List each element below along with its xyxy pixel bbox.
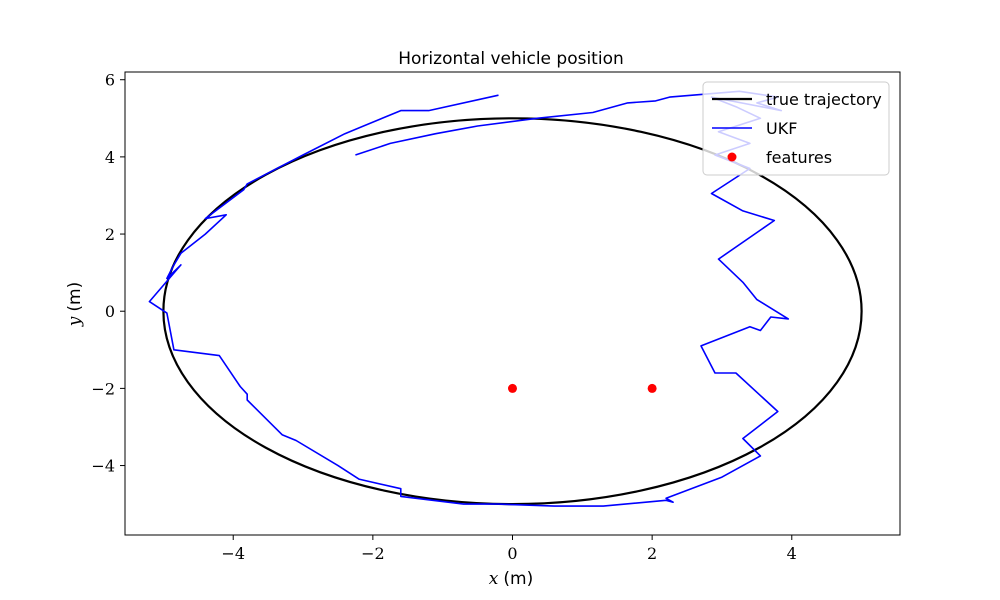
feature-point — [508, 383, 517, 393]
legend: true trajectory UKF features — [702, 81, 890, 176]
chart-title: Horizontal vehicle position — [398, 49, 624, 69]
x-tick-label: 2 — [647, 544, 657, 563]
y-axis-unit: (m) — [65, 282, 85, 312]
y-tick-label: −4 — [91, 457, 115, 476]
legend-box — [702, 81, 890, 176]
y-tick-label: −2 — [91, 379, 115, 398]
x-axis-unit: (m) — [503, 569, 533, 589]
x-tick-label: 0 — [507, 544, 517, 563]
x-axis: −4 −2 0 2 4 — [221, 535, 797, 563]
y-tick-label: 6 — [105, 71, 115, 90]
x-axis-label: x (m) — [489, 569, 533, 589]
legend-features-swatch — [727, 152, 737, 162]
ukf-line — [148, 90, 790, 507]
y-axis-label: y (m) — [65, 282, 85, 327]
x-tick-label: −4 — [221, 544, 245, 563]
true-trajectory-line — [162, 117, 863, 506]
legend-features-label: features — [766, 148, 832, 167]
y-tick-label: 4 — [105, 148, 115, 167]
x-axis-var: x — [489, 569, 499, 589]
x-tick-label: 4 — [787, 544, 797, 563]
feature-point — [647, 383, 657, 393]
legend-true-trajectory-label: true trajectory — [766, 90, 882, 109]
y-axis: −4 −2 0 2 4 6 — [91, 71, 125, 476]
y-tick-label: 0 — [105, 302, 115, 321]
y-axis-var: y — [65, 316, 85, 327]
y-tick-label: 2 — [105, 225, 115, 244]
x-tick-label: −2 — [361, 544, 385, 563]
legend-ukf-label: UKF — [766, 119, 797, 138]
